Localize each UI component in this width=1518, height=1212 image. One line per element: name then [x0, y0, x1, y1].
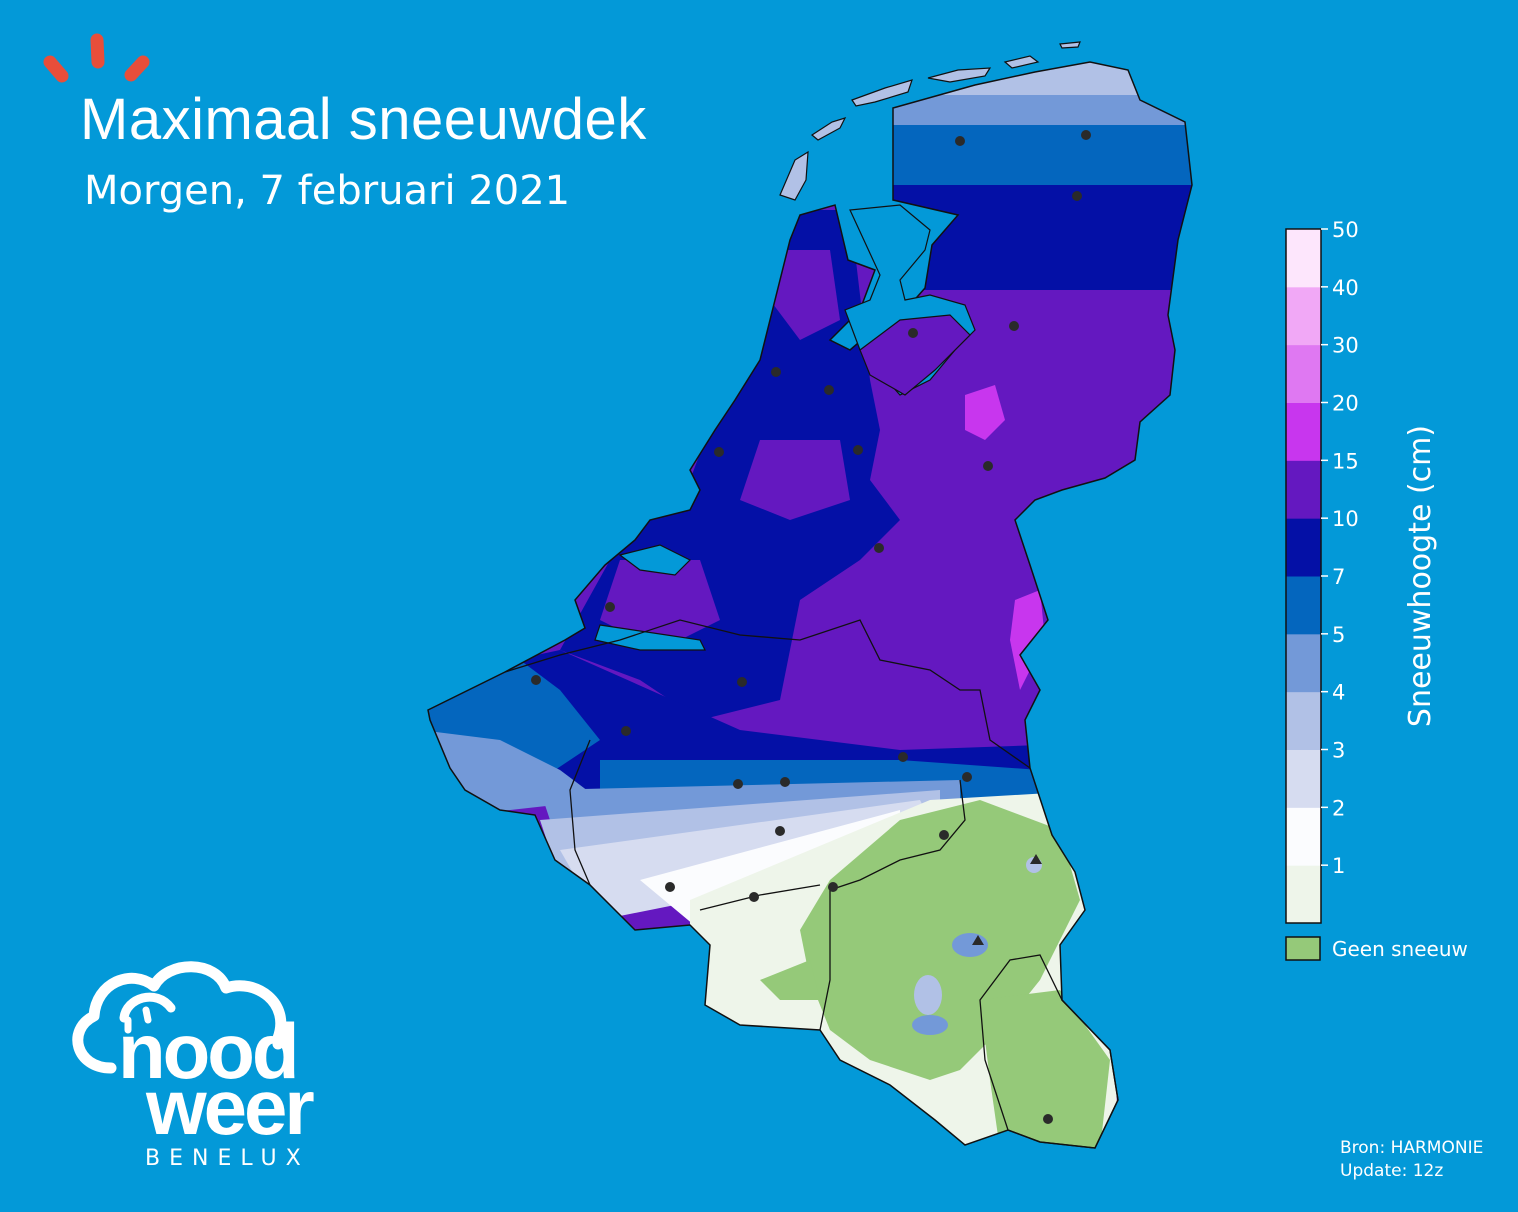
legend-tick-label: 15	[1332, 449, 1359, 473]
source-info: Bron: HARMONIE Update: 12z	[1340, 1137, 1483, 1183]
legend-band-1-2	[1286, 807, 1321, 866]
legend-band-2-3	[1286, 749, 1321, 808]
legend-band-20-30	[1286, 344, 1321, 403]
legend-tick-label: 30	[1332, 334, 1359, 358]
legend-bands	[1286, 229, 1321, 924]
legend-band-3-4	[1286, 691, 1321, 750]
legend-band-7-10	[1286, 518, 1321, 577]
legend-tick-label: 20	[1332, 392, 1359, 416]
cloud-icon	[72, 961, 287, 1074]
logo-text-line1: nood	[118, 1007, 297, 1095]
legend-band-4-5	[1286, 633, 1321, 693]
legend-axis-label: Sneeuwhoogte (cm)	[1403, 425, 1438, 727]
legend-band-40-50	[1286, 229, 1321, 288]
logo-subtitle: BENELUX	[145, 1146, 310, 1171]
legend-tick-label: 3	[1332, 739, 1345, 763]
city-markers	[531, 130, 1091, 1124]
legend-tick-label: 10	[1332, 507, 1359, 531]
no-snow-label: Geen sneeuw	[1332, 937, 1468, 961]
legend-tick-label: 1	[1332, 854, 1345, 878]
legend-tick-label: 40	[1332, 276, 1359, 300]
legend-band-15-20	[1286, 402, 1321, 461]
page-subtitle: Morgen, 7 februari 2021	[84, 168, 571, 214]
legend-tick-label: 7	[1332, 565, 1345, 589]
legend-tick-label: 2	[1332, 796, 1345, 820]
page-title: Maximaal sneeuwdek	[80, 87, 647, 152]
country-borders	[504, 619, 1119, 1149]
flevoland	[859, 314, 971, 396]
legend-band-30-40	[1286, 286, 1321, 346]
legend-ticks: 50 40 30 20 15 10 7 5 4 3 2 1	[1321, 218, 1359, 878]
legend-tick-label: 4	[1332, 681, 1345, 705]
legend-band-5-7	[1286, 576, 1321, 635]
legend-tick-label: 5	[1332, 623, 1345, 647]
legend-band-0-1	[1286, 865, 1321, 924]
sun-icon	[119, 992, 176, 1023]
brand-rays-icon	[43, 33, 150, 83]
no-snow-swatch	[1285, 936, 1321, 961]
wadden-islands	[779, 41, 1081, 201]
noodweer-logo: nood weer	[72, 961, 317, 1151]
legend-tick-label: 50	[1332, 218, 1359, 242]
source-label: Bron: HARMONIE	[1340, 1138, 1484, 1158]
logo-text-line2: weer	[145, 1063, 314, 1151]
update-label: Update: 12z	[1340, 1161, 1444, 1181]
legend-band-10-15	[1286, 460, 1321, 519]
